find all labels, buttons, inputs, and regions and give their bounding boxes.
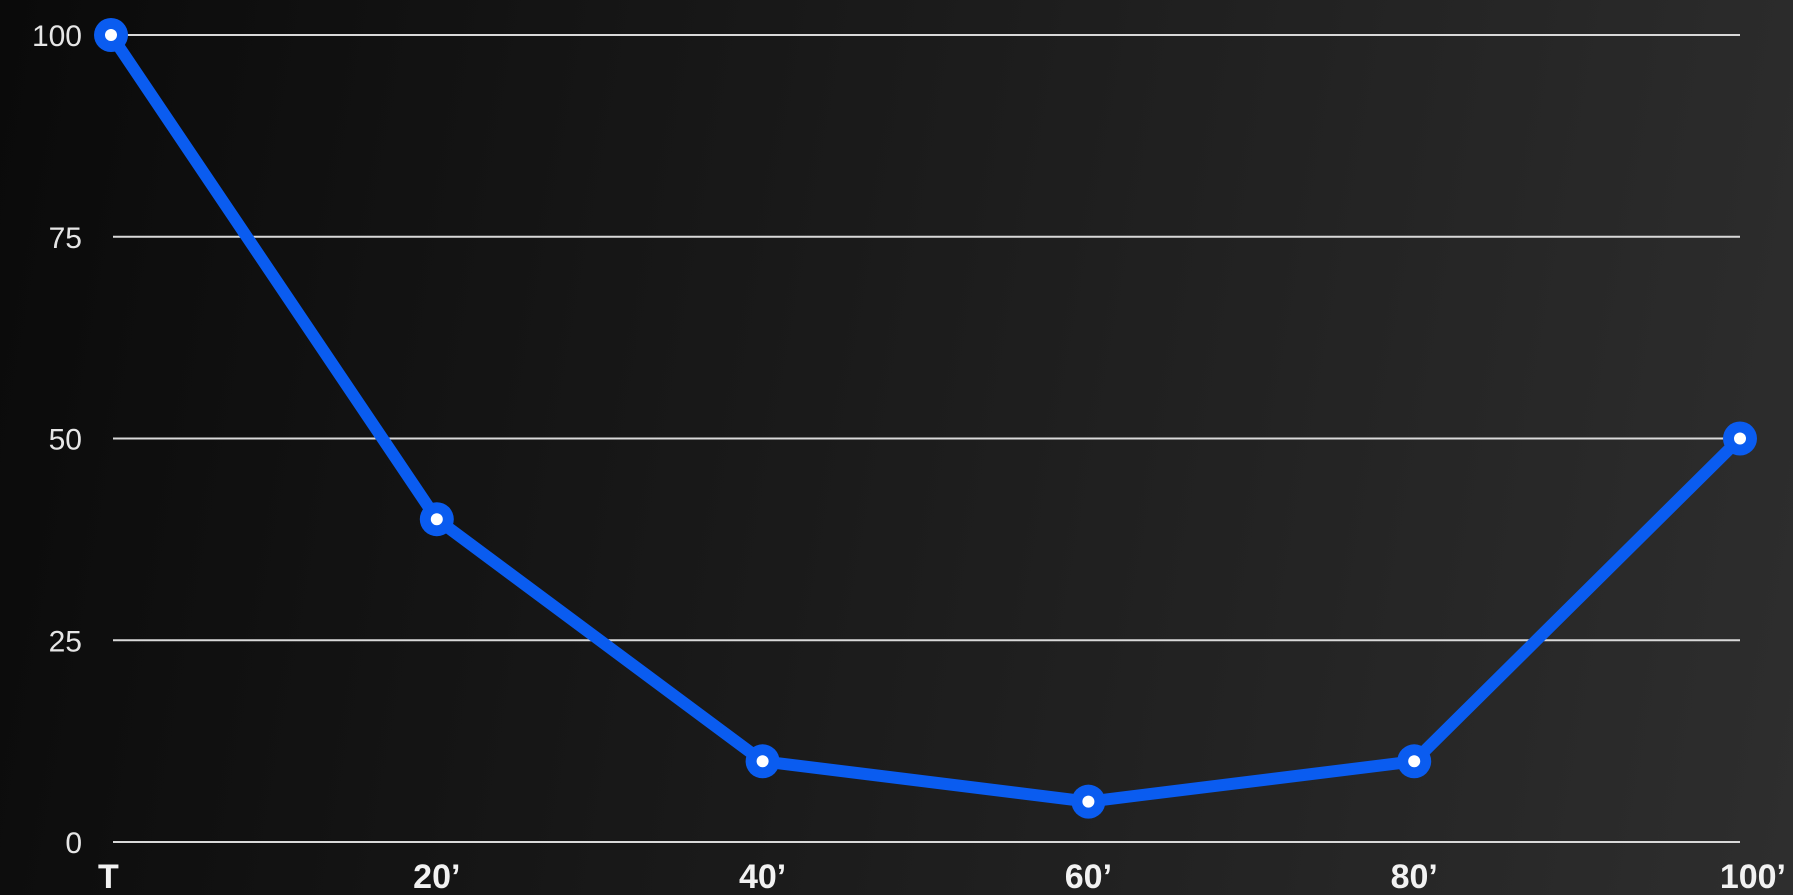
- grid-lines: [113, 34, 1740, 843]
- data-point: [419, 502, 454, 537]
- x-axis-tick-labels: T 20’ 40’ 60’ 80’ 100’: [98, 858, 1786, 895]
- y-tick-label: 0: [65, 827, 82, 860]
- data-point-center: [756, 755, 769, 768]
- data-point-center: [1082, 795, 1095, 808]
- data-point: [94, 18, 128, 52]
- data-point: [1397, 744, 1432, 779]
- x-tick-label: 40’: [739, 858, 786, 895]
- data-point-center: [1734, 432, 1746, 445]
- data-point: [745, 744, 780, 779]
- y-tick-label: 50: [49, 424, 82, 457]
- data-point: [1071, 784, 1106, 819]
- data-point-center: [1408, 755, 1421, 768]
- y-tick-label: 25: [49, 625, 82, 658]
- x-tick-label: T: [98, 858, 119, 895]
- series-line: [105, 29, 1746, 808]
- y-axis-tick-labels: 0 25 50 75 100: [32, 20, 82, 860]
- y-tick-label: 100: [32, 20, 82, 53]
- data-point-center: [430, 513, 443, 526]
- x-tick-label: 20’: [413, 858, 460, 895]
- x-tick-label: 100’: [1720, 858, 1786, 895]
- y-tick-label: 75: [49, 222, 82, 255]
- data-point: [1723, 421, 1757, 456]
- series: [94, 18, 1757, 819]
- data-point-center: [105, 29, 117, 41]
- x-tick-label: 80’: [1391, 858, 1438, 895]
- x-tick-label: 60’: [1065, 858, 1112, 895]
